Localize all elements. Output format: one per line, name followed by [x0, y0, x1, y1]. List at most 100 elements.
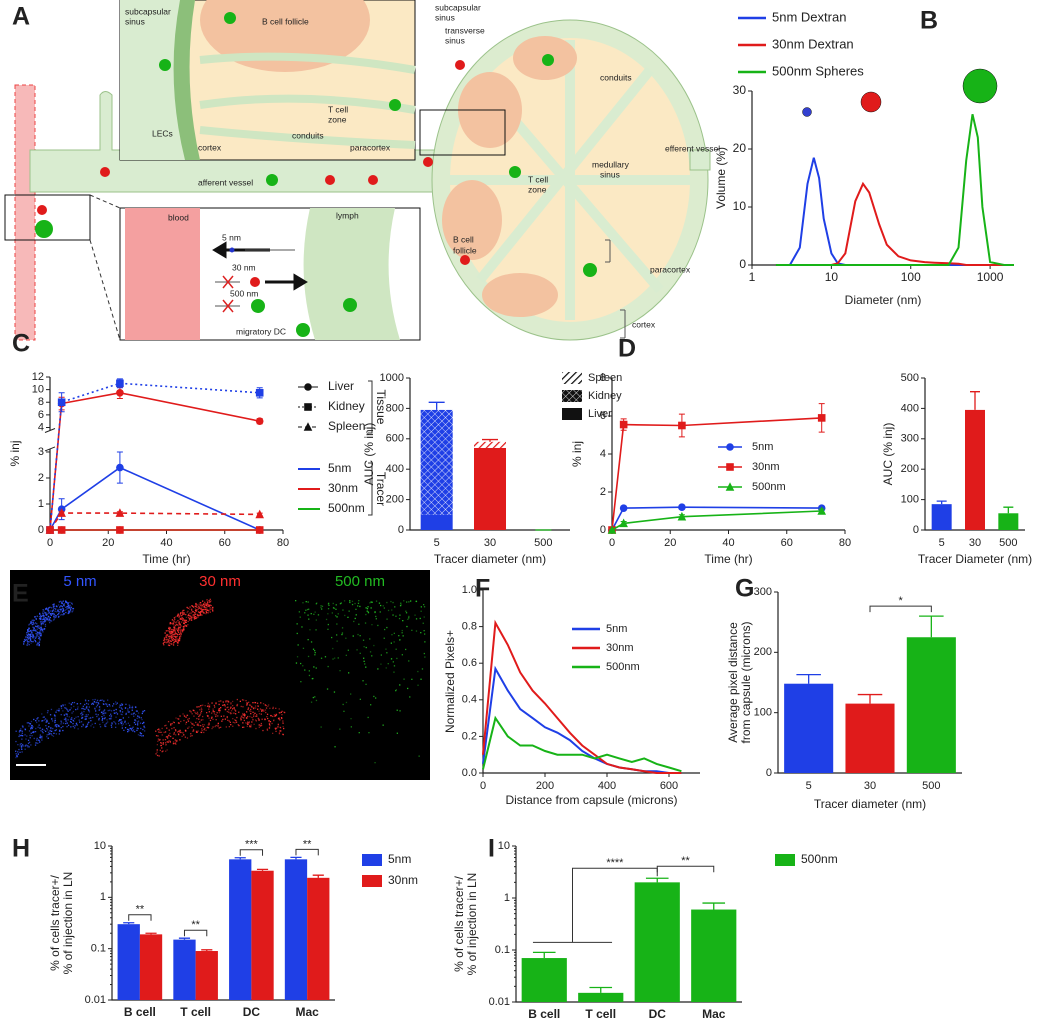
- significance-label: **: [303, 838, 312, 850]
- pixel: [53, 732, 55, 734]
- pixel: [41, 730, 43, 733]
- pixel: [297, 644, 299, 646]
- pixel: [119, 719, 121, 722]
- pixel: [259, 708, 262, 710]
- pixel: [50, 727, 52, 729]
- pixel: [192, 611, 194, 613]
- pixel: [243, 699, 245, 701]
- pixel: [224, 705, 226, 708]
- pixel: [120, 721, 122, 724]
- x-tick-label: 0: [47, 537, 53, 549]
- pixel: [42, 623, 44, 625]
- pixel: [58, 708, 60, 710]
- pixel: [267, 705, 269, 707]
- x-tick-label: 60: [781, 537, 793, 549]
- pixel: [52, 613, 54, 615]
- pixel: [246, 702, 248, 704]
- pixel: [21, 746, 23, 748]
- pixel: [33, 639, 35, 641]
- pixel: [34, 629, 37, 631]
- pixel: [255, 727, 257, 730]
- pixel: [101, 719, 103, 721]
- pixel: [222, 701, 224, 703]
- pixel: [281, 717, 283, 720]
- pixel: [282, 722, 284, 724]
- pixel: [296, 656, 299, 658]
- pixel: [51, 607, 53, 609]
- pixel: [37, 726, 39, 728]
- pixel: [177, 638, 179, 640]
- bar: [139, 934, 163, 1000]
- pixel: [45, 614, 47, 616]
- pixel: [97, 714, 99, 716]
- pixel: [143, 710, 146, 712]
- pixel: [212, 609, 214, 611]
- pixel: [255, 720, 257, 722]
- pixel: [173, 620, 175, 622]
- pixel: [348, 672, 350, 674]
- pixel: [250, 726, 252, 728]
- pixel: [87, 700, 90, 702]
- pixel: [177, 631, 180, 633]
- pixel: [167, 644, 170, 646]
- y-axis-label: % of injection in LN: [465, 873, 479, 976]
- x-tick-label: Mac: [702, 1007, 726, 1021]
- pixel: [315, 619, 317, 621]
- pixel: [250, 716, 253, 718]
- legend-label: 500nm: [752, 481, 786, 493]
- pixel: [85, 714, 87, 716]
- pixel: [167, 630, 169, 632]
- pixel: [182, 713, 184, 715]
- axis: [482, 590, 700, 774]
- pixel: [62, 704, 64, 706]
- pixel: [325, 618, 328, 621]
- pixel: [223, 715, 225, 717]
- pixel: [31, 635, 33, 638]
- pixel: [202, 600, 204, 602]
- marker: [817, 414, 826, 422]
- pixel: [256, 715, 258, 717]
- pixel: [191, 723, 193, 725]
- pixel: [131, 707, 134, 709]
- significance-label: ****: [606, 857, 624, 869]
- pixel: [200, 608, 202, 610]
- pixel: [191, 726, 193, 729]
- pixel: [370, 601, 372, 603]
- pixel: [61, 605, 63, 608]
- pixel: [44, 612, 46, 614]
- pixel: [182, 618, 184, 620]
- pixel: [198, 715, 200, 718]
- pixel: [38, 642, 40, 645]
- pixel: [140, 717, 142, 719]
- pixel: [21, 730, 23, 732]
- pixel: [32, 634, 34, 636]
- axis-break: [45, 430, 53, 449]
- pixel: [207, 612, 209, 614]
- pixel: [82, 705, 84, 707]
- pixel: [208, 601, 211, 603]
- pixel: [46, 613, 48, 615]
- pixel: [84, 715, 86, 718]
- pixel: [170, 637, 172, 639]
- pixel: [107, 699, 109, 701]
- pixel: [28, 641, 31, 643]
- pixel: [86, 725, 88, 727]
- pixel: [69, 601, 71, 604]
- pixel: [171, 636, 173, 639]
- pixel: [36, 642, 39, 645]
- x-tick-label: 5: [434, 537, 440, 549]
- pixel: [268, 720, 270, 722]
- pixel: [398, 635, 400, 637]
- pixel: [38, 641, 41, 643]
- pixel: [203, 606, 205, 608]
- pixel: [367, 612, 370, 614]
- pixel: [380, 663, 382, 665]
- pixel: [356, 649, 358, 651]
- pixel: [180, 625, 182, 627]
- pixel: [115, 708, 117, 711]
- pixel: [205, 610, 207, 613]
- pixel: [183, 626, 185, 628]
- pixel: [163, 731, 165, 734]
- pixel: [59, 606, 61, 608]
- pixel: [105, 712, 107, 714]
